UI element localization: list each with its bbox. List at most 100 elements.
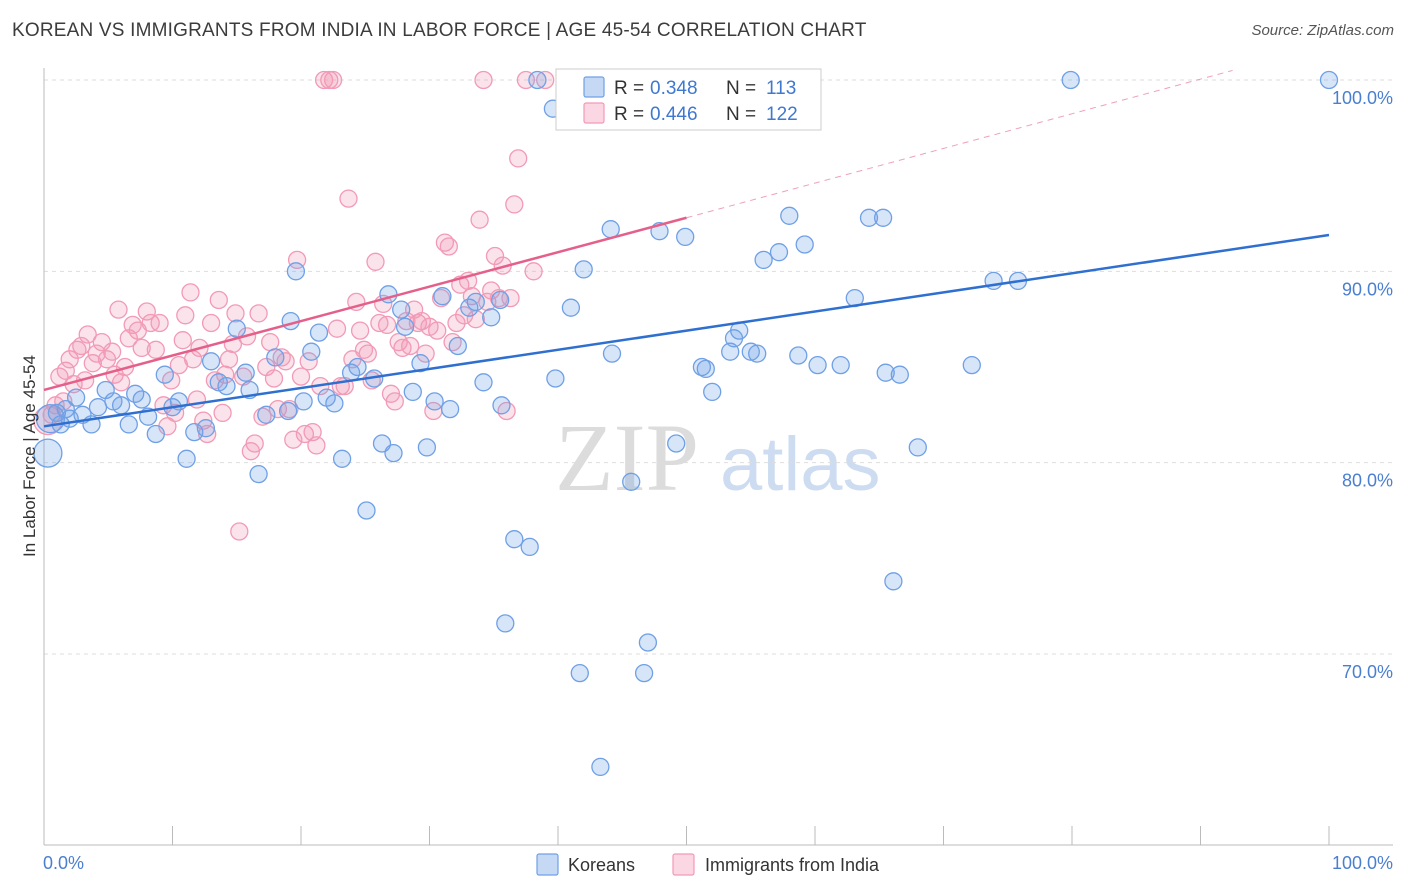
point-koreans: [873, 208, 893, 227]
point-koreans: [482, 308, 501, 327]
point-india: [323, 70, 343, 90]
point-india: [366, 252, 385, 271]
point-india: [132, 338, 151, 358]
point-india: [327, 319, 347, 338]
point-koreans: [119, 415, 138, 434]
point-india: [439, 237, 458, 256]
point-koreans: [177, 449, 196, 468]
point-india: [150, 313, 169, 333]
point-india: [201, 313, 221, 333]
point-india: [428, 321, 447, 340]
watermark-atlas: atlas: [720, 422, 881, 507]
point-koreans: [634, 663, 654, 683]
point-koreans: [491, 290, 510, 310]
point-india: [276, 352, 295, 371]
point-koreans: [236, 363, 255, 382]
x-tick-label-min: 0.0%: [43, 853, 84, 873]
point-koreans: [520, 537, 539, 557]
point-koreans: [395, 317, 415, 336]
point-india: [123, 315, 142, 335]
point-koreans: [196, 419, 216, 438]
point-india: [385, 392, 404, 411]
point-koreans: [546, 369, 565, 388]
legend-r-value-india: 0.446: [650, 104, 698, 125]
point-koreans: [201, 352, 221, 371]
watermark: ZIP atlas: [555, 404, 881, 511]
bottom-legend: Koreans Immigrants from India: [536, 853, 880, 876]
point-india: [56, 361, 75, 380]
x-tick-label-max: 100.0%: [1332, 853, 1393, 873]
point-koreans: [884, 572, 903, 591]
point-india: [176, 306, 195, 325]
point-india: [339, 189, 358, 208]
point-koreans: [217, 376, 236, 396]
point-india: [111, 373, 131, 392]
point-koreans: [769, 243, 789, 262]
point-koreans: [789, 346, 808, 365]
point-india: [102, 342, 122, 361]
point-india: [209, 290, 228, 310]
point-koreans: [332, 449, 352, 468]
point-koreans: [667, 434, 686, 453]
point-koreans: [33, 438, 63, 468]
point-koreans: [266, 348, 285, 367]
bottom-legend-swatch-india: [672, 853, 695, 876]
point-india: [109, 300, 128, 319]
point-koreans: [66, 388, 86, 407]
point-india: [146, 340, 165, 359]
point-koreans: [294, 392, 313, 411]
point-koreans: [908, 438, 927, 457]
point-india: [137, 302, 156, 321]
point-india: [226, 304, 245, 323]
point-india: [72, 336, 91, 356]
point-india: [78, 325, 97, 344]
point-koreans: [392, 300, 411, 319]
bottom-legend-swatch-koreans: [536, 853, 559, 876]
point-india: [249, 304, 268, 323]
y-tick-labels: 70.0% 80.0% 90.0% 100.0%: [1332, 88, 1393, 682]
point-koreans: [433, 287, 452, 306]
point-koreans: [357, 501, 376, 520]
point-koreans: [56, 399, 75, 419]
point-india: [291, 367, 311, 386]
point-india: [230, 522, 249, 541]
point-india: [524, 262, 543, 281]
point-koreans: [876, 363, 895, 382]
point-koreans: [448, 336, 467, 356]
point-india: [181, 283, 200, 302]
trend-line-india: [43, 216, 687, 392]
point-koreans: [302, 342, 321, 361]
point-koreans: [249, 464, 268, 484]
trend-line-koreans: [43, 233, 1330, 428]
y-tick-label: 80.0%: [1342, 471, 1393, 491]
chart-title: KOREAN VS IMMIGRANTS FROM INDIA IN LABOR…: [12, 20, 867, 41]
point-koreans: [622, 472, 641, 491]
legend-swatch-koreans: [583, 76, 605, 98]
point-india: [377, 315, 397, 335]
point-india: [87, 344, 106, 363]
point-india: [470, 210, 489, 229]
point-koreans: [795, 235, 814, 254]
point-koreans: [384, 443, 403, 463]
point-india: [497, 401, 516, 421]
point-koreans: [505, 530, 524, 549]
legend-n-label-koreans: N =: [726, 78, 756, 99]
point-koreans: [88, 398, 108, 417]
point-india: [401, 336, 420, 356]
point-koreans: [808, 355, 827, 375]
point-india: [509, 149, 528, 168]
point-koreans: [602, 344, 622, 363]
legend-r-label-koreans: R =: [614, 78, 644, 99]
point-india: [416, 344, 435, 363]
point-india: [264, 369, 284, 388]
y-tick-label: 100.0%: [1332, 88, 1393, 108]
y-tick-label: 70.0%: [1342, 662, 1393, 682]
point-koreans: [227, 319, 246, 338]
point-india: [307, 436, 326, 455]
point-koreans: [492, 396, 511, 415]
y-tick-label: 90.0%: [1342, 279, 1393, 299]
point-koreans: [348, 357, 367, 377]
bottom-legend-label-india: Immigrants from India: [705, 855, 880, 875]
point-india: [358, 344, 377, 363]
